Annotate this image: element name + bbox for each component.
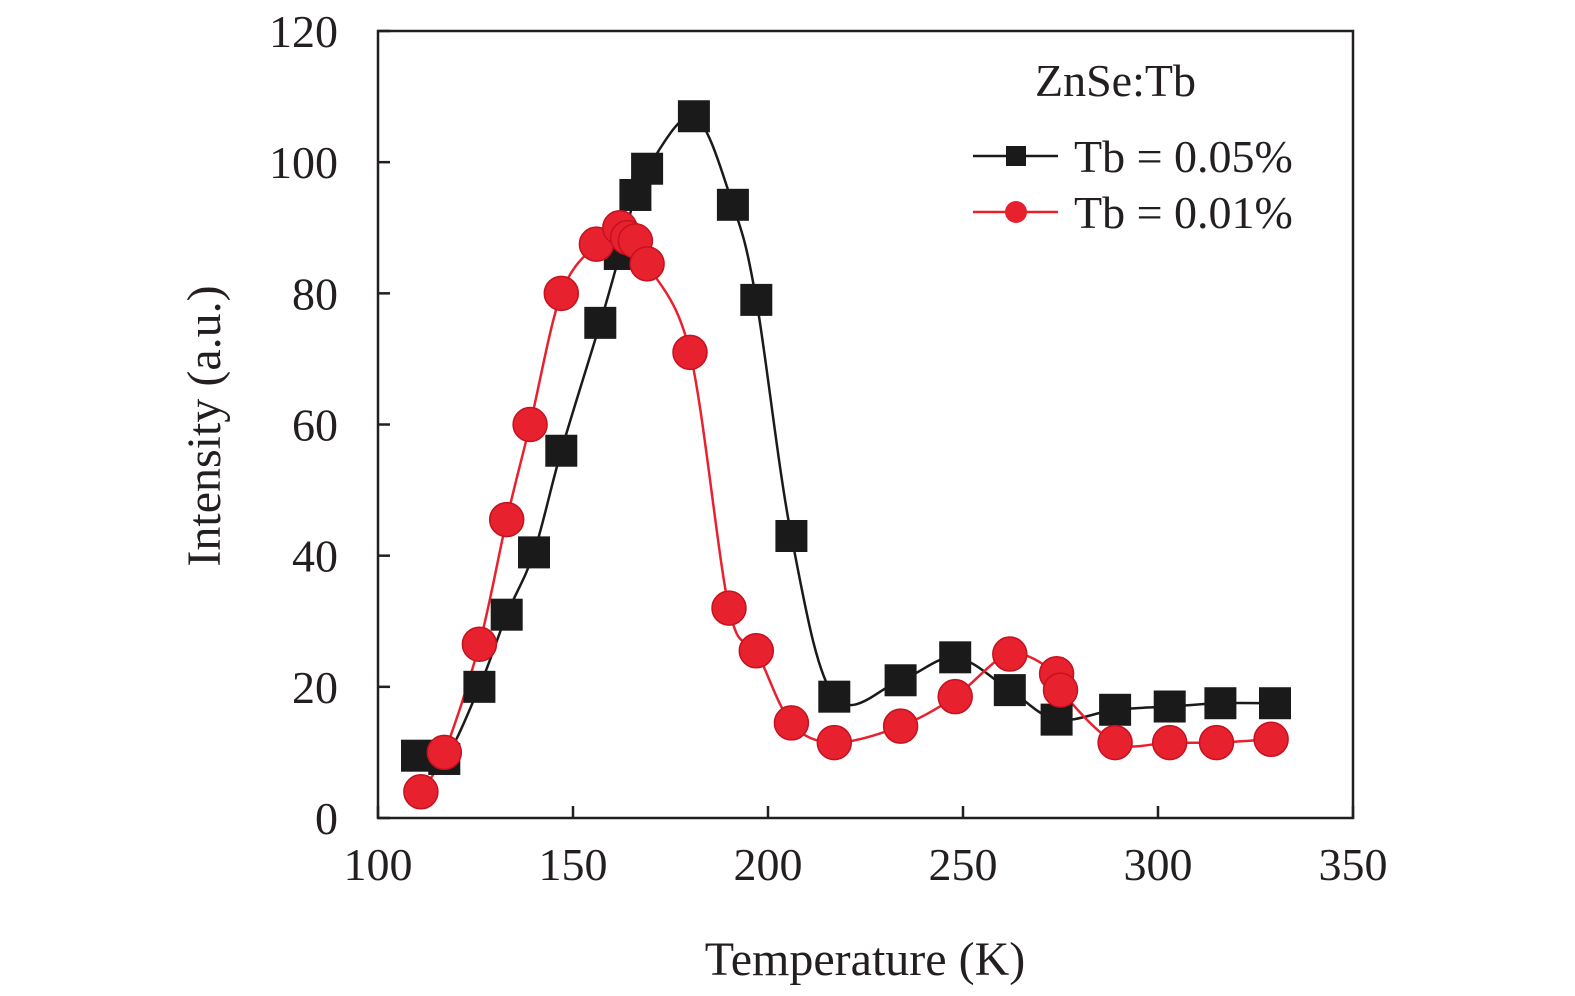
data-point-circle [1198, 724, 1235, 761]
data-point-circle [882, 708, 919, 744]
x-axis-ticks: 100 150 200 250 300 350 [344, 806, 1388, 890]
data-point-circle [543, 275, 580, 312]
x-tick-label: 350 [1319, 839, 1388, 890]
data-point-square [545, 434, 578, 467]
data-point-square [1153, 690, 1186, 723]
data-point-square [775, 519, 808, 552]
data-point-circle [992, 636, 1028, 672]
data-point-circle [937, 678, 973, 715]
data-point-circle [711, 590, 747, 626]
data-point-circle [773, 705, 810, 741]
data-point-square [818, 680, 851, 713]
data-point-square [631, 152, 664, 185]
x-tick-label: 250 [929, 839, 998, 890]
data-point-square [463, 670, 496, 703]
legend-label-1: Tb = 0.05% [1074, 131, 1293, 182]
y-axis-title: Intensity (a.u.) [178, 285, 231, 566]
data-point-square [884, 664, 917, 697]
x-axis-title: Temperature (K) [705, 933, 1025, 986]
data-point-circle [1151, 724, 1188, 761]
data-point-square [993, 674, 1026, 707]
y-axis-ticks: 0 20 40 60 80 100 120 [269, 6, 390, 844]
data-point-square [518, 536, 550, 569]
data-point-square [740, 283, 773, 316]
x-tick-label: 200 [734, 839, 803, 890]
data-point-square [716, 188, 749, 221]
data-point-circle [738, 633, 775, 669]
legend: ZnSe:Tb Tb = 0.05%Tb = 0.01% [973, 55, 1293, 238]
data-point-circle [426, 734, 463, 771]
x-tick-label: 100 [344, 839, 413, 890]
data-point-circle [512, 406, 548, 443]
data-point-square [1259, 687, 1291, 720]
y-tick-label: 0 [315, 793, 338, 844]
data-point-square [939, 641, 972, 674]
y-tick-label: 80 [292, 268, 338, 319]
y-tick-label: 100 [269, 137, 338, 188]
data-point-circle [672, 334, 708, 371]
y-tick-label: 60 [292, 400, 338, 451]
data-point-square [1040, 703, 1073, 736]
x-tick-label: 300 [1124, 839, 1193, 890]
data-markers [401, 100, 1291, 810]
y-tick-label: 20 [292, 662, 338, 713]
data-point-circle [488, 501, 525, 538]
y-tick-label: 120 [269, 6, 338, 57]
data-point-circle [629, 246, 665, 282]
y-tick-label: 40 [292, 531, 338, 582]
data-point-circle [461, 626, 498, 662]
data-point-circle [1253, 721, 1289, 758]
data-point-square [584, 306, 617, 339]
x-tick-label: 150 [539, 839, 608, 890]
data-point-circle [1042, 672, 1079, 708]
data-point-square [677, 100, 710, 133]
legend-marker-circle [1005, 201, 1027, 223]
legend-marker-square [1006, 146, 1026, 166]
legend-label-2: Tb = 0.01% [1074, 187, 1293, 238]
data-point-square [1204, 687, 1237, 720]
legend-title: ZnSe:Tb [1035, 55, 1196, 106]
data-point-circle [1097, 724, 1133, 761]
data-point-circle [816, 724, 853, 761]
data-point-square [1099, 693, 1132, 726]
data-point-square [490, 598, 523, 631]
data-point-circle [403, 774, 439, 810]
